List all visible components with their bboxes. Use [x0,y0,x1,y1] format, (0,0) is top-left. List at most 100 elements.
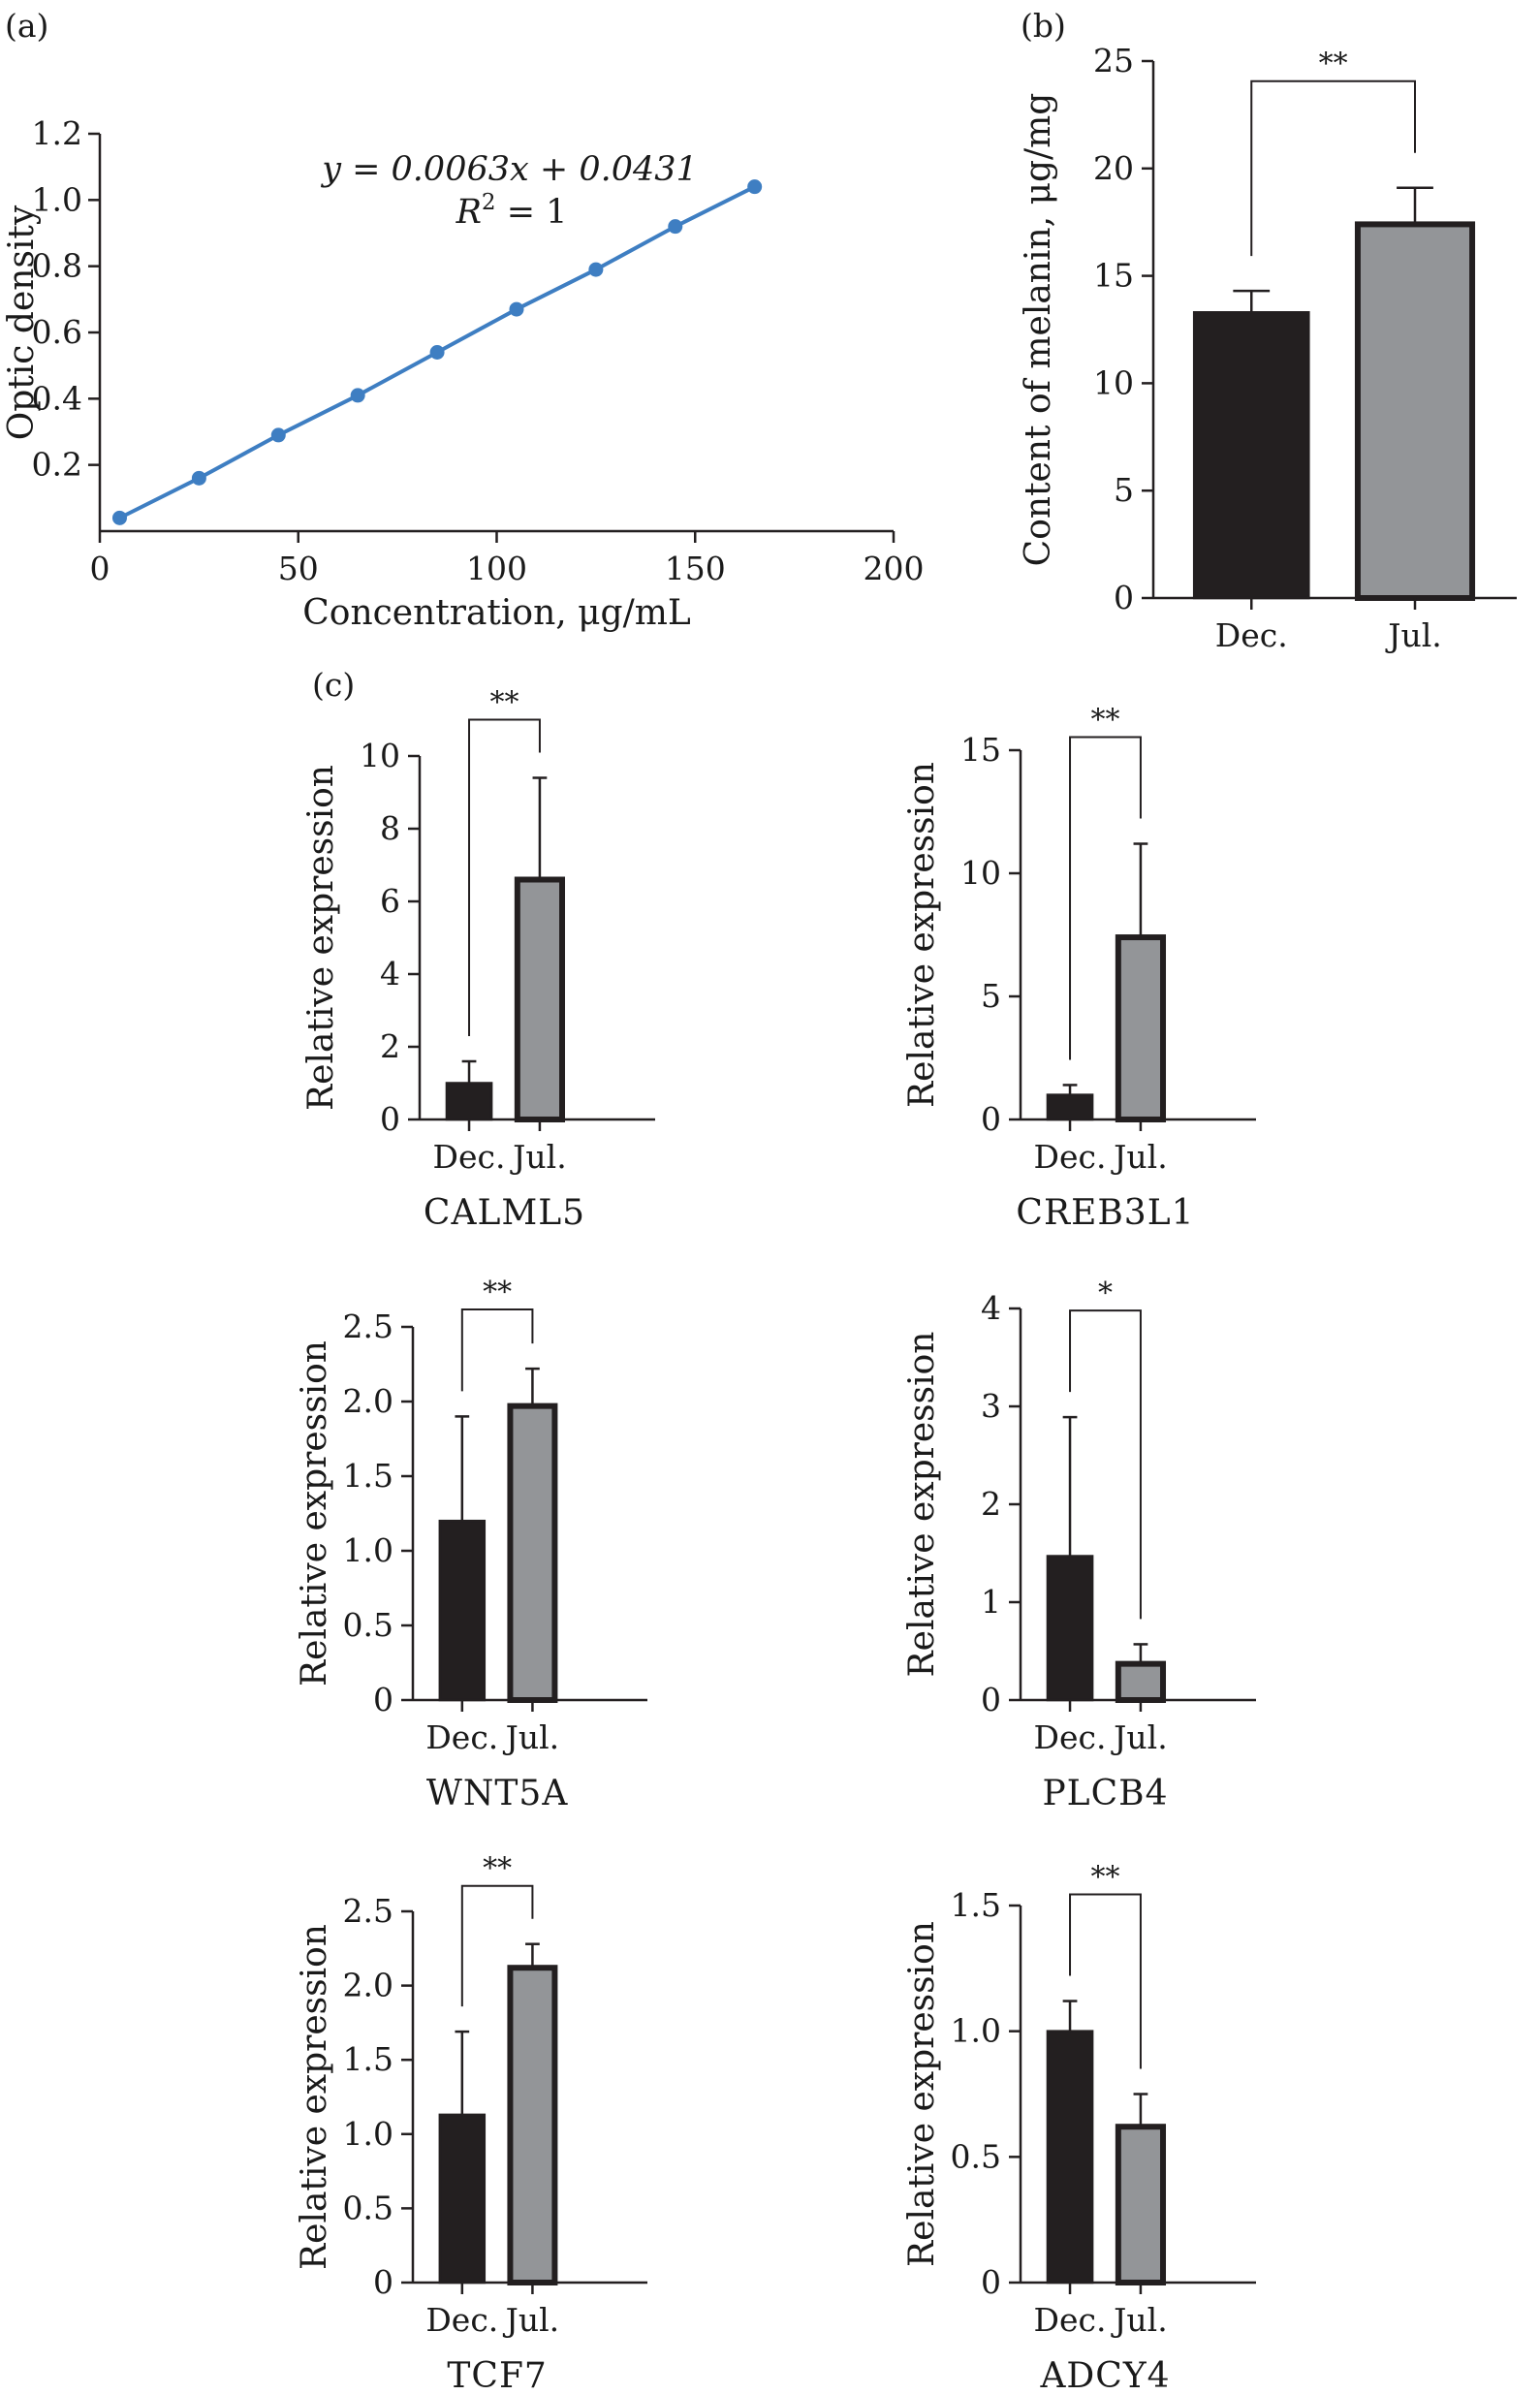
significance-bracket [460,1884,534,2007]
y-tick-label: 0 [981,1100,1001,1138]
y-tick-label: 0 [380,1100,400,1138]
y-tick-label: 20 [1093,149,1134,187]
bar-chart-wnt5a: 0 0.5 1.0 1.5 2.0 2.5 Dec. Jul. ** Relative expre… [295,1276,647,1813]
bar-chart-creb3l1: 0 5 10 15 Dec. Jul. ** Relative expression CREB3… [902,704,1256,1233]
y-tick-label: 2.0 [343,1967,393,2004]
bar-chart-plcb4: 0 1 2 3 4 Dec. Jul. * Relative expression PLCB4 [902,1276,1256,1813]
y-tick-label: 0.5 [343,1606,393,1644]
bar-chart-calml5: 0 2 4 6 8 10 Dec. Jul. ** Relative expression CALM… [301,686,655,1233]
significance-marker: ** [1319,47,1348,81]
panel-label-c: (c) [312,666,355,704]
category-label-jul: Jul. [510,1138,567,1176]
y-tick-label: 1.0 [951,2012,1001,2050]
gene-label: CREB3L1 [1016,1193,1194,1233]
equation-line: y = 0.0063x + 0.0431 [320,150,698,189]
bar-jul [1115,1660,1167,1704]
significance-bracket [468,718,541,1036]
category-label-dec: Dec. [1034,1138,1107,1176]
bar-dec [445,1082,493,1121]
r-superscript: 2 [482,190,496,215]
significance-marker: ** [1090,1861,1119,1895]
y-tick-label: 1.0 [32,180,82,218]
significance-bracket [1069,1893,1142,2069]
x-tick-label: 100 [466,550,527,587]
category-label-jul: Jul. [1111,1718,1168,1756]
y-axis-title: Relative expression [902,1921,942,2267]
y-tick-label: 1.5 [951,1886,1001,1924]
y-tick-label: 4 [380,955,400,993]
category-label-dec: Dec. [425,2301,498,2339]
y-tick-label: 10 [960,854,1001,892]
significance-marker: * [1098,1276,1113,1310]
r-symbol: R [456,193,482,232]
y-tick-label: 10 [360,737,400,774]
y-tick-label: 1.2 [32,114,82,152]
y-axis-title: Content of melanin, μg/mg [1019,93,1058,567]
y-tick-label: 15 [960,731,1001,769]
data-point [747,179,763,195]
y-tick-label: 2.0 [343,1382,393,1420]
significance-marker: ** [1090,704,1119,738]
y-tick-label: 0.5 [343,2189,393,2226]
category-label-jul: Jul. [503,1718,560,1756]
y-tick-label: 0.5 [951,2137,1001,2175]
gene-label: WNT5A [426,1774,568,1813]
significance-bracket [460,1308,534,1392]
category-label-jul: Jul. [1385,616,1442,654]
y-tick-label: 15 [1093,257,1134,295]
r-value: = 1 [496,193,568,232]
significance-bracket [1069,736,1142,1060]
y-tick-label: 0 [1114,579,1134,616]
category-label-jul: Jul. [1111,1138,1168,1176]
y-axis-title: Optic density [2,205,42,440]
category-label-jul: Jul. [1111,2301,1168,2339]
bar-dec [1046,1555,1094,1702]
category-label-dec: Dec. [1215,616,1288,654]
category-label-jul: Jul. [503,2301,560,2339]
significance-bracket [1250,79,1416,257]
gene-label: CALML5 [424,1193,585,1233]
category-label-dec: Dec. [433,1138,506,1176]
y-tick-label: 1.0 [343,2115,393,2153]
x-tick-label: 50 [278,550,319,587]
bar-jul [514,876,566,1122]
y-tick-label: 4 [981,1289,1001,1327]
y-tick-label: 2 [380,1027,400,1065]
line-chart-a: 0.2 0.4 0.6 0.8 1.0 1.2 0 50 100 150 200 Concentrat… [2,114,925,633]
y-tick-label: 0 [981,2263,1001,2301]
y-tick-label: 6 [380,882,400,920]
y-tick-label: 8 [380,809,400,847]
category-label-dec: Dec. [425,1718,498,1756]
gene-label: PLCB4 [1042,1774,1168,1813]
y-tick-label: 0.6 [32,313,82,351]
y-axis-title: Relative expression [902,762,942,1108]
data-point [191,470,206,486]
y-tick-label: 1.5 [343,1457,393,1495]
y-axis-title: Relative expression [295,1924,334,2270]
category-label-dec: Dec. [1034,2301,1107,2339]
y-tick-label: 1 [981,1583,1001,1621]
y-tick-label: 0.2 [32,446,82,484]
significance-marker: ** [489,686,519,720]
data-point [509,301,524,317]
x-tick-label: 150 [665,550,726,587]
category-label-dec: Dec. [1034,1718,1107,1756]
r-squared-label: R2 = 1 [456,190,568,232]
y-tick-label: 1.0 [343,1531,393,1569]
data-point [429,345,445,360]
data-point [111,510,127,525]
y-axis-title: Relative expression [295,1340,334,1686]
bar-jul [507,1965,558,2285]
y-tick-label: 3 [981,1387,1001,1425]
y-tick-label: 0.4 [32,379,82,417]
y-tick-label: 0 [373,1681,393,1718]
gene-label: ADCY4 [1039,2356,1170,2395]
bar-dec [438,1519,487,1702]
y-axis-title: Relative expression [902,1332,942,1678]
y-tick-label: 0.8 [32,247,82,285]
y-tick-label: 5 [1114,471,1134,509]
bar-jul [1115,2124,1167,2286]
y-tick-label: 0 [373,2263,393,2301]
y-tick-label: 5 [981,977,1001,1015]
